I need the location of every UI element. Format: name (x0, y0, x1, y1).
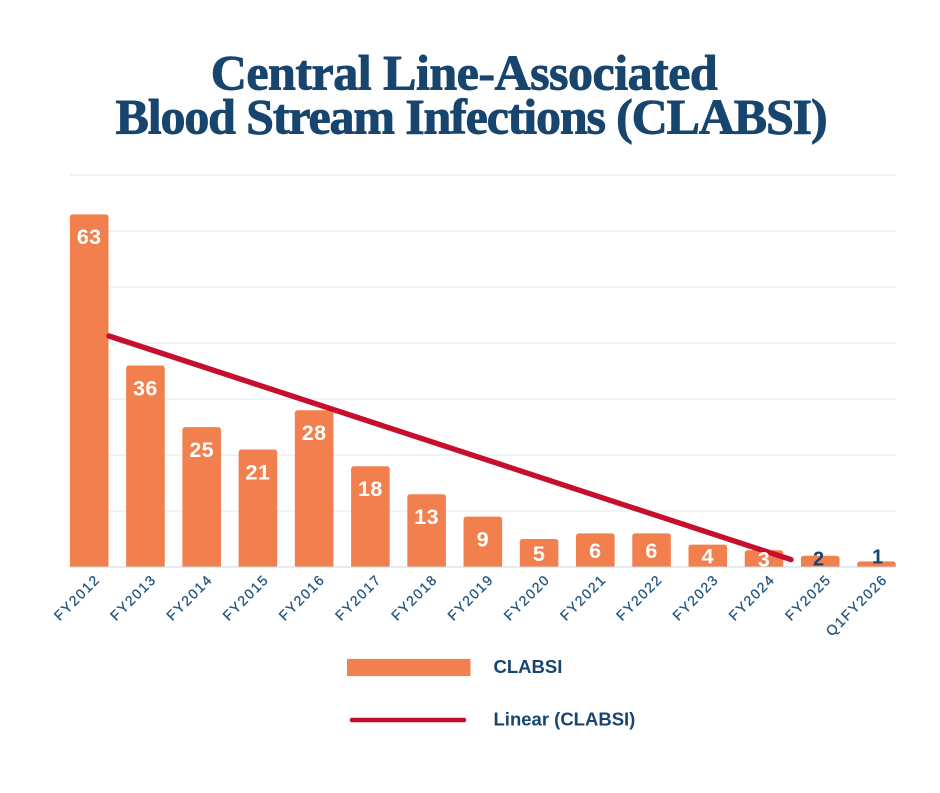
svg-text:25: 25 (189, 438, 214, 462)
svg-text:CLABSI: CLABSI (494, 656, 563, 677)
svg-text:Linear (CLABSI): Linear (CLABSI) (494, 709, 636, 730)
svg-text:18: 18 (358, 477, 383, 501)
svg-text:Blood Stream Infections (CLABS: Blood Stream Infections (CLABSI) (116, 88, 827, 144)
svg-text:3: 3 (758, 547, 770, 571)
svg-text:21: 21 (246, 460, 271, 484)
svg-text:5: 5 (533, 542, 545, 566)
svg-text:Central Line-Associated: Central Line-Associated (211, 45, 718, 101)
svg-text:6: 6 (589, 539, 601, 563)
svg-text:4: 4 (702, 545, 714, 569)
svg-text:6: 6 (645, 539, 657, 563)
svg-text:9: 9 (477, 527, 489, 551)
svg-text:13: 13 (414, 505, 439, 529)
svg-text:1: 1 (872, 547, 883, 569)
svg-text:36: 36 (133, 376, 158, 400)
svg-text:28: 28 (302, 421, 327, 445)
svg-text:63: 63 (77, 225, 102, 249)
svg-text:2: 2 (813, 549, 824, 571)
